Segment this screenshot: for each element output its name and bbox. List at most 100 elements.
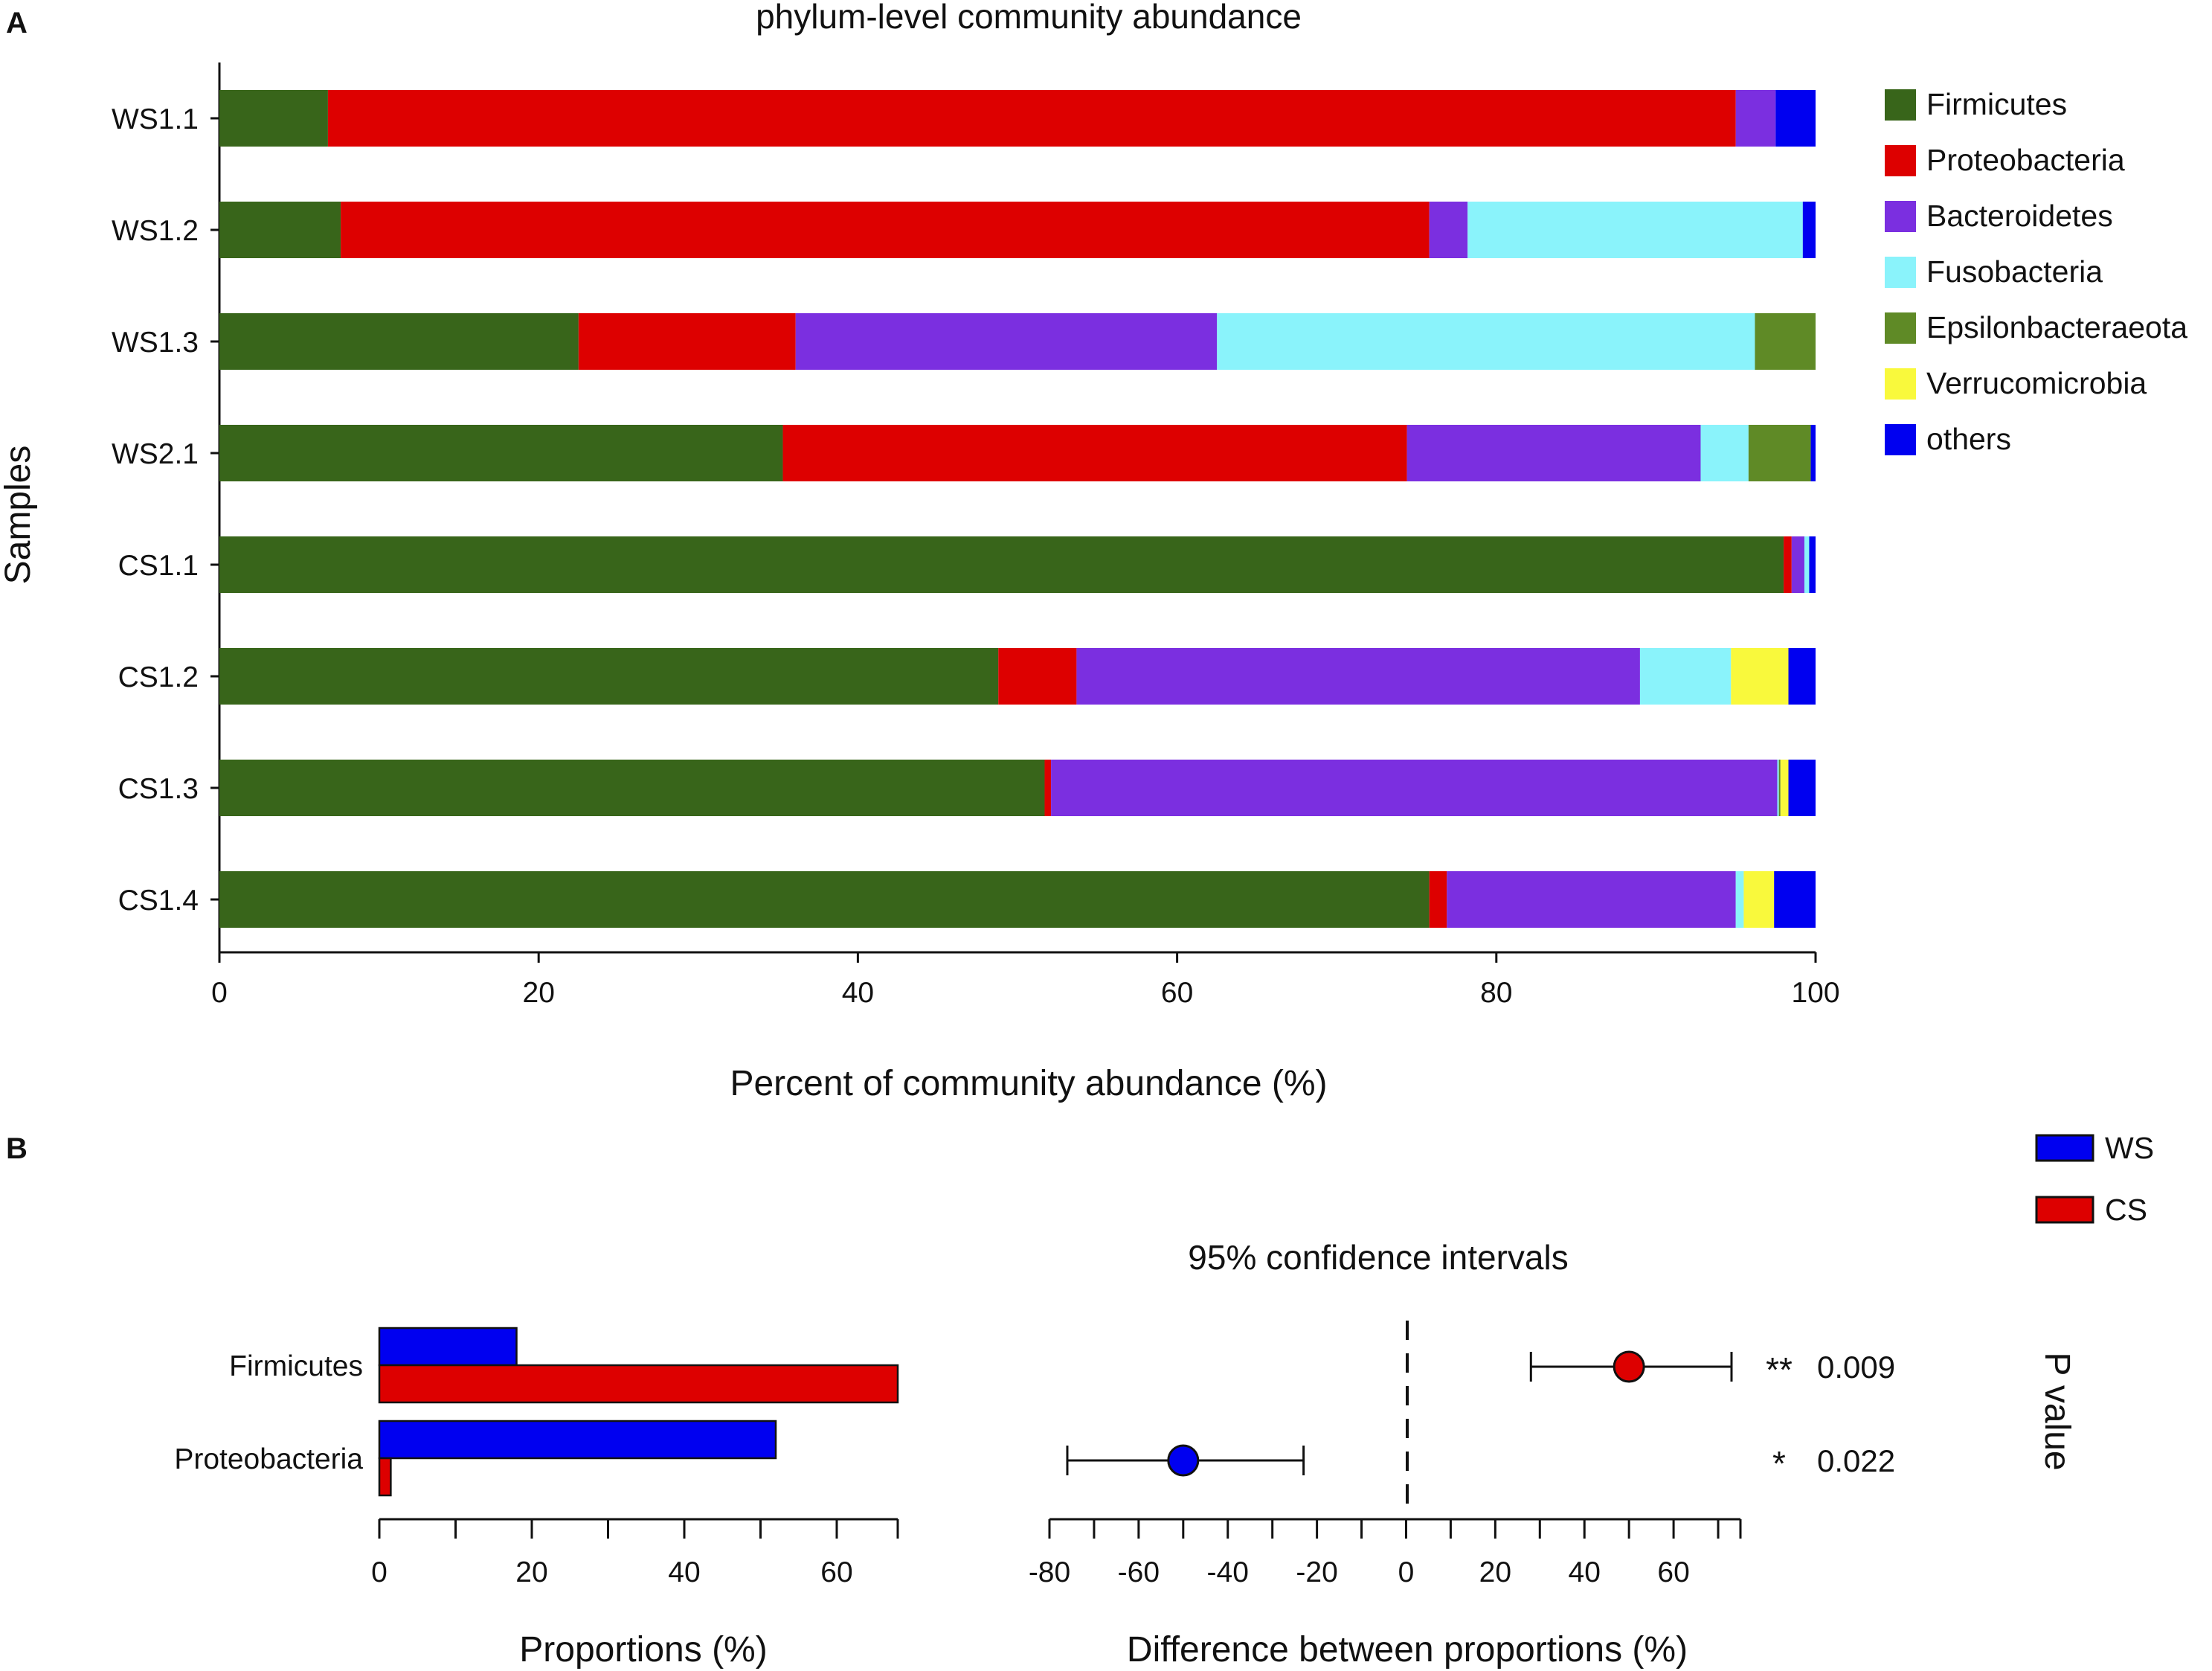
bar-ws1-2-firmicutes	[219, 202, 341, 258]
bar-ws1-2-others	[1803, 202, 1816, 258]
panel-b-legend: WS CS	[2036, 1131, 2154, 1227]
x-tick-label: 40	[842, 977, 874, 1009]
x-tick-label: 0	[371, 1556, 388, 1588]
sample-label-ws1-3: WS1.3	[112, 327, 199, 359]
bar-ws1-3-bacteroidetes	[796, 313, 1218, 370]
bar-ws2-1-fusobacteria	[1700, 425, 1748, 481]
panel-a-y-axis-title: Samples	[0, 446, 38, 585]
proportion-bar-proteobacteria-cs	[379, 1458, 390, 1495]
panel-a-bars	[219, 90, 1816, 928]
panel-b-left-x-axis-title: Proportions (%)	[519, 1630, 767, 1670]
bar-cs1-3-bacteroidetes	[1051, 760, 1777, 816]
x-tick-label: 20	[515, 1556, 547, 1588]
x-tick-label: 0	[1398, 1556, 1415, 1588]
x-tick-label: 60	[1161, 977, 1193, 1009]
x-tick-label: 60	[820, 1556, 852, 1588]
significance-stars-firmicutes: **	[1766, 1350, 1793, 1389]
x-tick-label: 60	[1657, 1556, 1689, 1588]
bar-cs1-3-verrucomicrobia	[1781, 760, 1789, 816]
panel-b-category-labels: Firmicutes Proteobacteria	[174, 1350, 363, 1475]
panel-a: A phylum-level community abundance WS1.1…	[0, 0, 2187, 1103]
x-tick-label: 0	[211, 977, 228, 1009]
bar-ws1-2-proteobacteria	[341, 202, 1430, 258]
bar-cs1-4-firmicutes	[219, 871, 1430, 928]
x-tick-label: 20	[1479, 1556, 1511, 1588]
panel-a-y-ticks: WS1.1 WS1.2 WS1.3 WS2.1 CS1.1 CS1.2 CS1.3 CS1.4	[112, 103, 219, 917]
bar-cs1-3-epsilonbacteraeota	[1779, 760, 1781, 816]
panel-a-legend: Firmicutes Proteobacteria Bacteroidetes Fus…	[1885, 87, 2187, 456]
legend-swatch-ws	[2036, 1135, 2093, 1161]
legend-label-cs: CS	[2105, 1193, 2147, 1227]
bar-cs1-2-firmicutes	[219, 648, 998, 705]
bar-cs1-3-others	[1789, 760, 1816, 816]
x-tick-label: 100	[1791, 977, 1839, 1009]
legend-swatch-cs	[2036, 1197, 2093, 1222]
bar-cs1-4-fusobacteria	[1736, 871, 1744, 928]
legend-label-verrucomicrobia: Verrucomicrobia	[1926, 366, 2147, 400]
category-label-firmicutes: Firmicutes	[229, 1350, 363, 1382]
x-tick-label: -40	[1207, 1556, 1249, 1588]
sample-label-cs1-1: CS1.1	[118, 550, 199, 582]
bar-ws2-1-bacteroidetes	[1407, 425, 1701, 481]
figure: A phylum-level community abundance WS1.1…	[0, 0, 2212, 1671]
bar-ws2-1-firmicutes	[219, 425, 783, 481]
proportion-bar-firmicutes-cs	[379, 1365, 898, 1402]
x-tick-label: 20	[523, 977, 555, 1009]
panel-b-p-values: ** 0.009 * 0.022	[1766, 1350, 1895, 1483]
panel-b-left-x-ticks: 0 20 40 60	[371, 1519, 898, 1588]
legend-label-bacteroidetes: Bacteroidetes	[1926, 199, 2113, 233]
sample-label-cs1-3: CS1.3	[118, 773, 199, 805]
bar-ws1-2-bacteroidetes	[1430, 202, 1468, 258]
panel-a-x-axis-title: Percent of community abundance (%)	[730, 1064, 1327, 1103]
bar-cs1-1-fusobacteria	[1804, 536, 1809, 593]
proportion-bar-proteobacteria-ws	[379, 1421, 776, 1458]
bar-ws1-3-proteobacteria	[579, 313, 796, 370]
legend-swatch-proteobacteria	[1885, 145, 1916, 176]
panel-b-right-x-axis-title: Difference between proportions (%)	[1127, 1630, 1688, 1670]
bar-ws1-2-fusobacteria	[1467, 202, 1803, 258]
panel-b-right-title: 95% confidence intervals	[1188, 1238, 1568, 1277]
sample-label-ws1-2: WS1.2	[112, 215, 199, 247]
x-tick-label: 40	[668, 1556, 700, 1588]
bar-cs1-4-bacteroidetes	[1447, 871, 1735, 928]
panel-a-x-ticks: 0 20 40 60 80 100	[211, 952, 1839, 1009]
sample-label-cs1-4: CS1.4	[118, 885, 199, 917]
legend-label-ws: WS	[2105, 1131, 2154, 1165]
significance-stars-proteobacteria: *	[1772, 1444, 1786, 1483]
panel-b-letter: B	[6, 1132, 28, 1165]
bar-ws1-1-firmicutes	[219, 90, 328, 147]
ci-point-proteobacteria	[1168, 1446, 1198, 1475]
panel-b-right-x-ticks: -80 -60 -40 -20 0 20 40 60	[1029, 1519, 1740, 1588]
bar-cs1-3-fusobacteria	[1777, 760, 1778, 816]
bar-cs1-2-verrucomicrobia	[1731, 648, 1788, 705]
legend-label-others: others	[1926, 422, 2011, 456]
p-value-proteobacteria: 0.022	[1817, 1443, 1895, 1478]
bar-cs1-3-proteobacteria	[1044, 760, 1051, 816]
panel-a-title: phylum-level community abundance	[756, 0, 1302, 36]
bar-cs1-1-bacteroidetes	[1792, 536, 1804, 593]
bar-ws2-1-proteobacteria	[783, 425, 1407, 481]
bar-cs1-1-firmicutes	[219, 536, 1784, 593]
bar-ws2-1-others	[1811, 425, 1816, 481]
bar-cs1-4-others	[1774, 871, 1816, 928]
bar-cs1-4-proteobacteria	[1430, 871, 1447, 928]
bar-cs1-2-bacteroidetes	[1076, 648, 1640, 705]
bar-cs1-2-fusobacteria	[1640, 648, 1731, 705]
bar-ws1-3-epsilonbacteraeota	[1755, 313, 1816, 370]
legend-swatch-fusobacteria	[1885, 257, 1916, 288]
ci-point-firmicutes	[1614, 1352, 1644, 1382]
p-value-firmicutes: 0.009	[1817, 1350, 1895, 1385]
bar-ws1-1-bacteroidetes	[1736, 90, 1776, 147]
x-tick-label: 40	[1569, 1556, 1601, 1588]
panel-a-letter: A	[6, 7, 28, 39]
x-tick-label: -60	[1118, 1556, 1160, 1588]
legend-swatch-bacteroidetes	[1885, 201, 1916, 232]
legend-label-epsilonbacteraeota: Epsilonbacteraeota	[1926, 310, 2187, 344]
legend-swatch-firmicutes	[1885, 89, 1916, 121]
legend-label-proteobacteria: Proteobacteria	[1926, 143, 2125, 177]
bar-ws1-1-others	[1775, 90, 1816, 147]
bar-ws1-3-fusobacteria	[1217, 313, 1755, 370]
legend-label-firmicutes: Firmicutes	[1926, 87, 2067, 121]
bar-cs1-4-verrucomicrobia	[1743, 871, 1774, 928]
